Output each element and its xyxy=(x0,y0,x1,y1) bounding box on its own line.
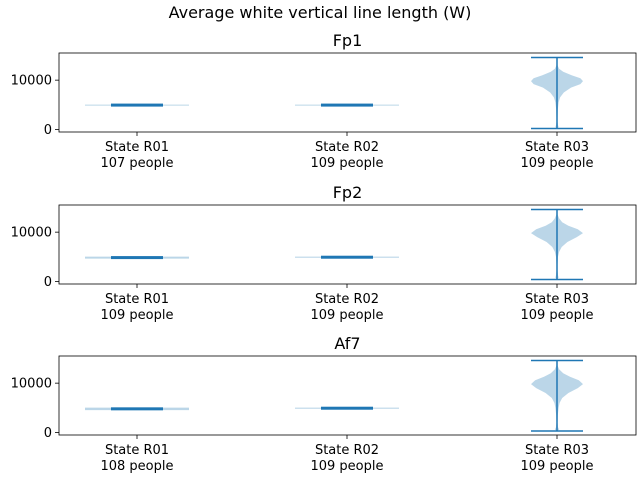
x-tick-label-state: State R01 xyxy=(105,443,169,458)
figure-title: Average white vertical line length (W) xyxy=(169,3,472,22)
x-tick-label-count: 109 people xyxy=(520,308,593,323)
x-tick-label-count: 109 people xyxy=(520,156,593,171)
x-tick-label-count: 108 people xyxy=(100,459,173,474)
axes-frame xyxy=(58,355,637,436)
y-tick-label: 0 xyxy=(44,123,52,138)
x-tick-label-state: State R03 xyxy=(525,292,589,307)
x-tick-label-count: 109 people xyxy=(520,459,593,474)
axes-frame xyxy=(58,204,637,285)
x-tick-label-count: 109 people xyxy=(310,459,383,474)
x-tick-label-count: 109 people xyxy=(310,156,383,171)
x-tick-label-state: State R02 xyxy=(315,292,379,307)
x-tick-label-state: State R03 xyxy=(525,443,589,458)
x-tick-label-state: State R02 xyxy=(315,140,379,155)
x-tick-label-count: 109 people xyxy=(100,308,173,323)
y-tick-label: 10000 xyxy=(11,226,52,241)
x-tick-label-state: State R01 xyxy=(105,292,169,307)
violin-range-bar xyxy=(321,255,373,259)
subplot-title: Af7 xyxy=(334,334,360,353)
x-tick-label-state: State R01 xyxy=(105,140,169,155)
violin-range-bar xyxy=(111,256,163,260)
violin-range-bar xyxy=(111,103,163,107)
violin-range-bar xyxy=(321,103,373,107)
y-tick-label: 10000 xyxy=(11,74,52,89)
x-tick-label-state: State R02 xyxy=(315,443,379,458)
subplot-title: Fp1 xyxy=(333,31,363,50)
violin-range-bar xyxy=(111,407,163,411)
axes-frame xyxy=(58,52,637,133)
x-tick-label-count: 107 people xyxy=(100,156,173,171)
x-tick-label-state: State R03 xyxy=(525,140,589,155)
x-tick-label-count: 109 people xyxy=(310,308,383,323)
violin-range-bar xyxy=(321,406,373,410)
y-tick-label: 0 xyxy=(44,426,52,441)
y-tick-label: 10000 xyxy=(11,377,52,392)
subplot-title: Fp2 xyxy=(333,183,363,202)
y-tick-label: 0 xyxy=(44,275,52,290)
